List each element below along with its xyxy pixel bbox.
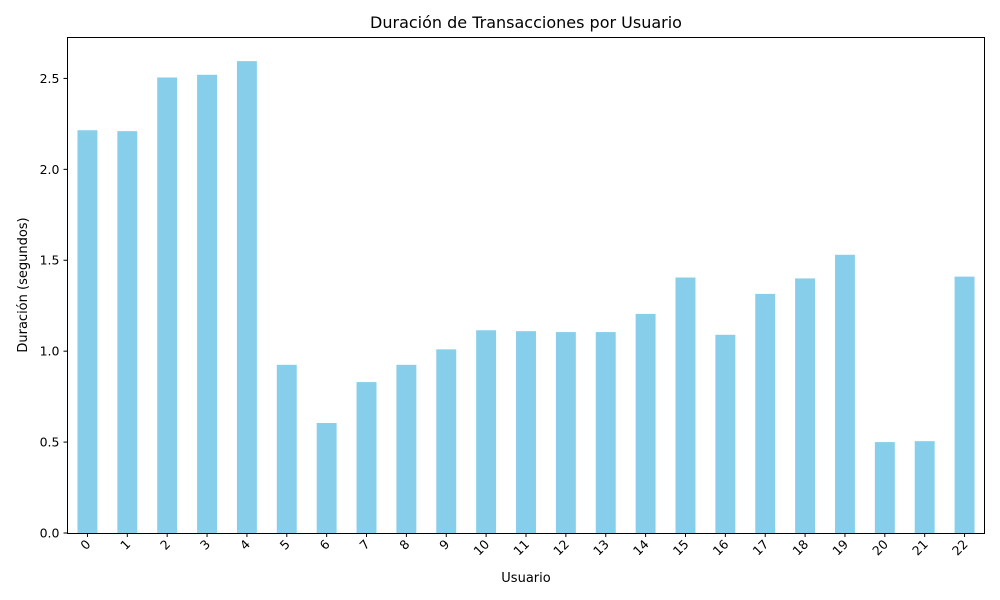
bar-21 [914, 441, 935, 533]
x-tick-label: 1 [117, 537, 133, 553]
y-tick-label: 0.5 [40, 435, 60, 450]
x-tick-label: 13 [590, 537, 612, 559]
x-tick-label: 0 [77, 536, 93, 552]
x-axis-ticks: 0 1 2 3 4 5 6 7 8 9 10 11 12 13 14 15 16 17 18 19 20 21 22 [77, 533, 971, 559]
bar-7 [356, 382, 377, 533]
bar-18 [795, 278, 816, 533]
bar-22 [954, 276, 975, 533]
x-tick-label: 20 [869, 536, 891, 558]
plot-frame [67, 37, 985, 534]
bar-8 [396, 364, 417, 533]
bar-5 [276, 364, 297, 533]
x-tick-label: 2 [157, 537, 173, 553]
bar-16 [715, 334, 736, 533]
y-tick-label: 0.0 [40, 526, 60, 541]
bar-14 [635, 313, 656, 533]
x-tick-label: 5 [277, 537, 293, 553]
x-tick-label: 14 [630, 536, 652, 558]
bar-17 [755, 293, 776, 533]
bar-6 [316, 422, 337, 533]
bar-19 [834, 254, 855, 533]
x-axis-label: Usuario [501, 571, 550, 586]
x-tick-label: 3 [197, 537, 213, 553]
x-tick-label: 21 [909, 537, 931, 559]
x-tick-label: 22 [949, 537, 971, 559]
bars-group [77, 61, 975, 534]
x-tick-label: 8 [396, 536, 412, 552]
y-tick-label: 2.0 [40, 162, 60, 177]
x-tick-label: 19 [829, 536, 851, 558]
bar-20 [874, 442, 895, 533]
bar-15 [675, 277, 696, 533]
bar-11 [516, 331, 536, 533]
x-tick-label: 9 [436, 536, 452, 552]
x-tick-label: 4 [237, 536, 253, 552]
bar-9 [436, 349, 457, 533]
bar-2 [157, 77, 178, 534]
bar-1 [117, 131, 138, 533]
y-tick-label: 1.5 [40, 253, 60, 268]
x-tick-label: 11 [510, 537, 532, 559]
x-tick-label: 17 [749, 537, 771, 559]
bar-3 [197, 74, 218, 533]
y-axis-ticks: 0.0 0.5 1.0 1.5 2.0 2.5 [40, 71, 68, 541]
x-tick-label: 18 [789, 536, 811, 558]
x-tick-label: 7 [356, 537, 372, 553]
x-tick-label: 6 [317, 536, 333, 552]
x-tick-label: 12 [550, 537, 572, 559]
x-tick-label: 15 [670, 537, 692, 559]
bar-10 [476, 330, 497, 533]
y-axis-label: Duración (segundos) [16, 217, 31, 352]
bar-12 [555, 332, 576, 533]
bar-0 [77, 130, 98, 533]
x-tick-label: 10 [470, 536, 492, 558]
bar-4 [236, 61, 257, 534]
bar-13 [595, 332, 616, 533]
y-tick-label: 1.0 [40, 344, 60, 359]
x-tick-label: 16 [710, 536, 732, 558]
chart-title: Duración de Transacciones por Usuario [370, 13, 682, 32]
y-tick-label: 2.5 [40, 71, 60, 86]
